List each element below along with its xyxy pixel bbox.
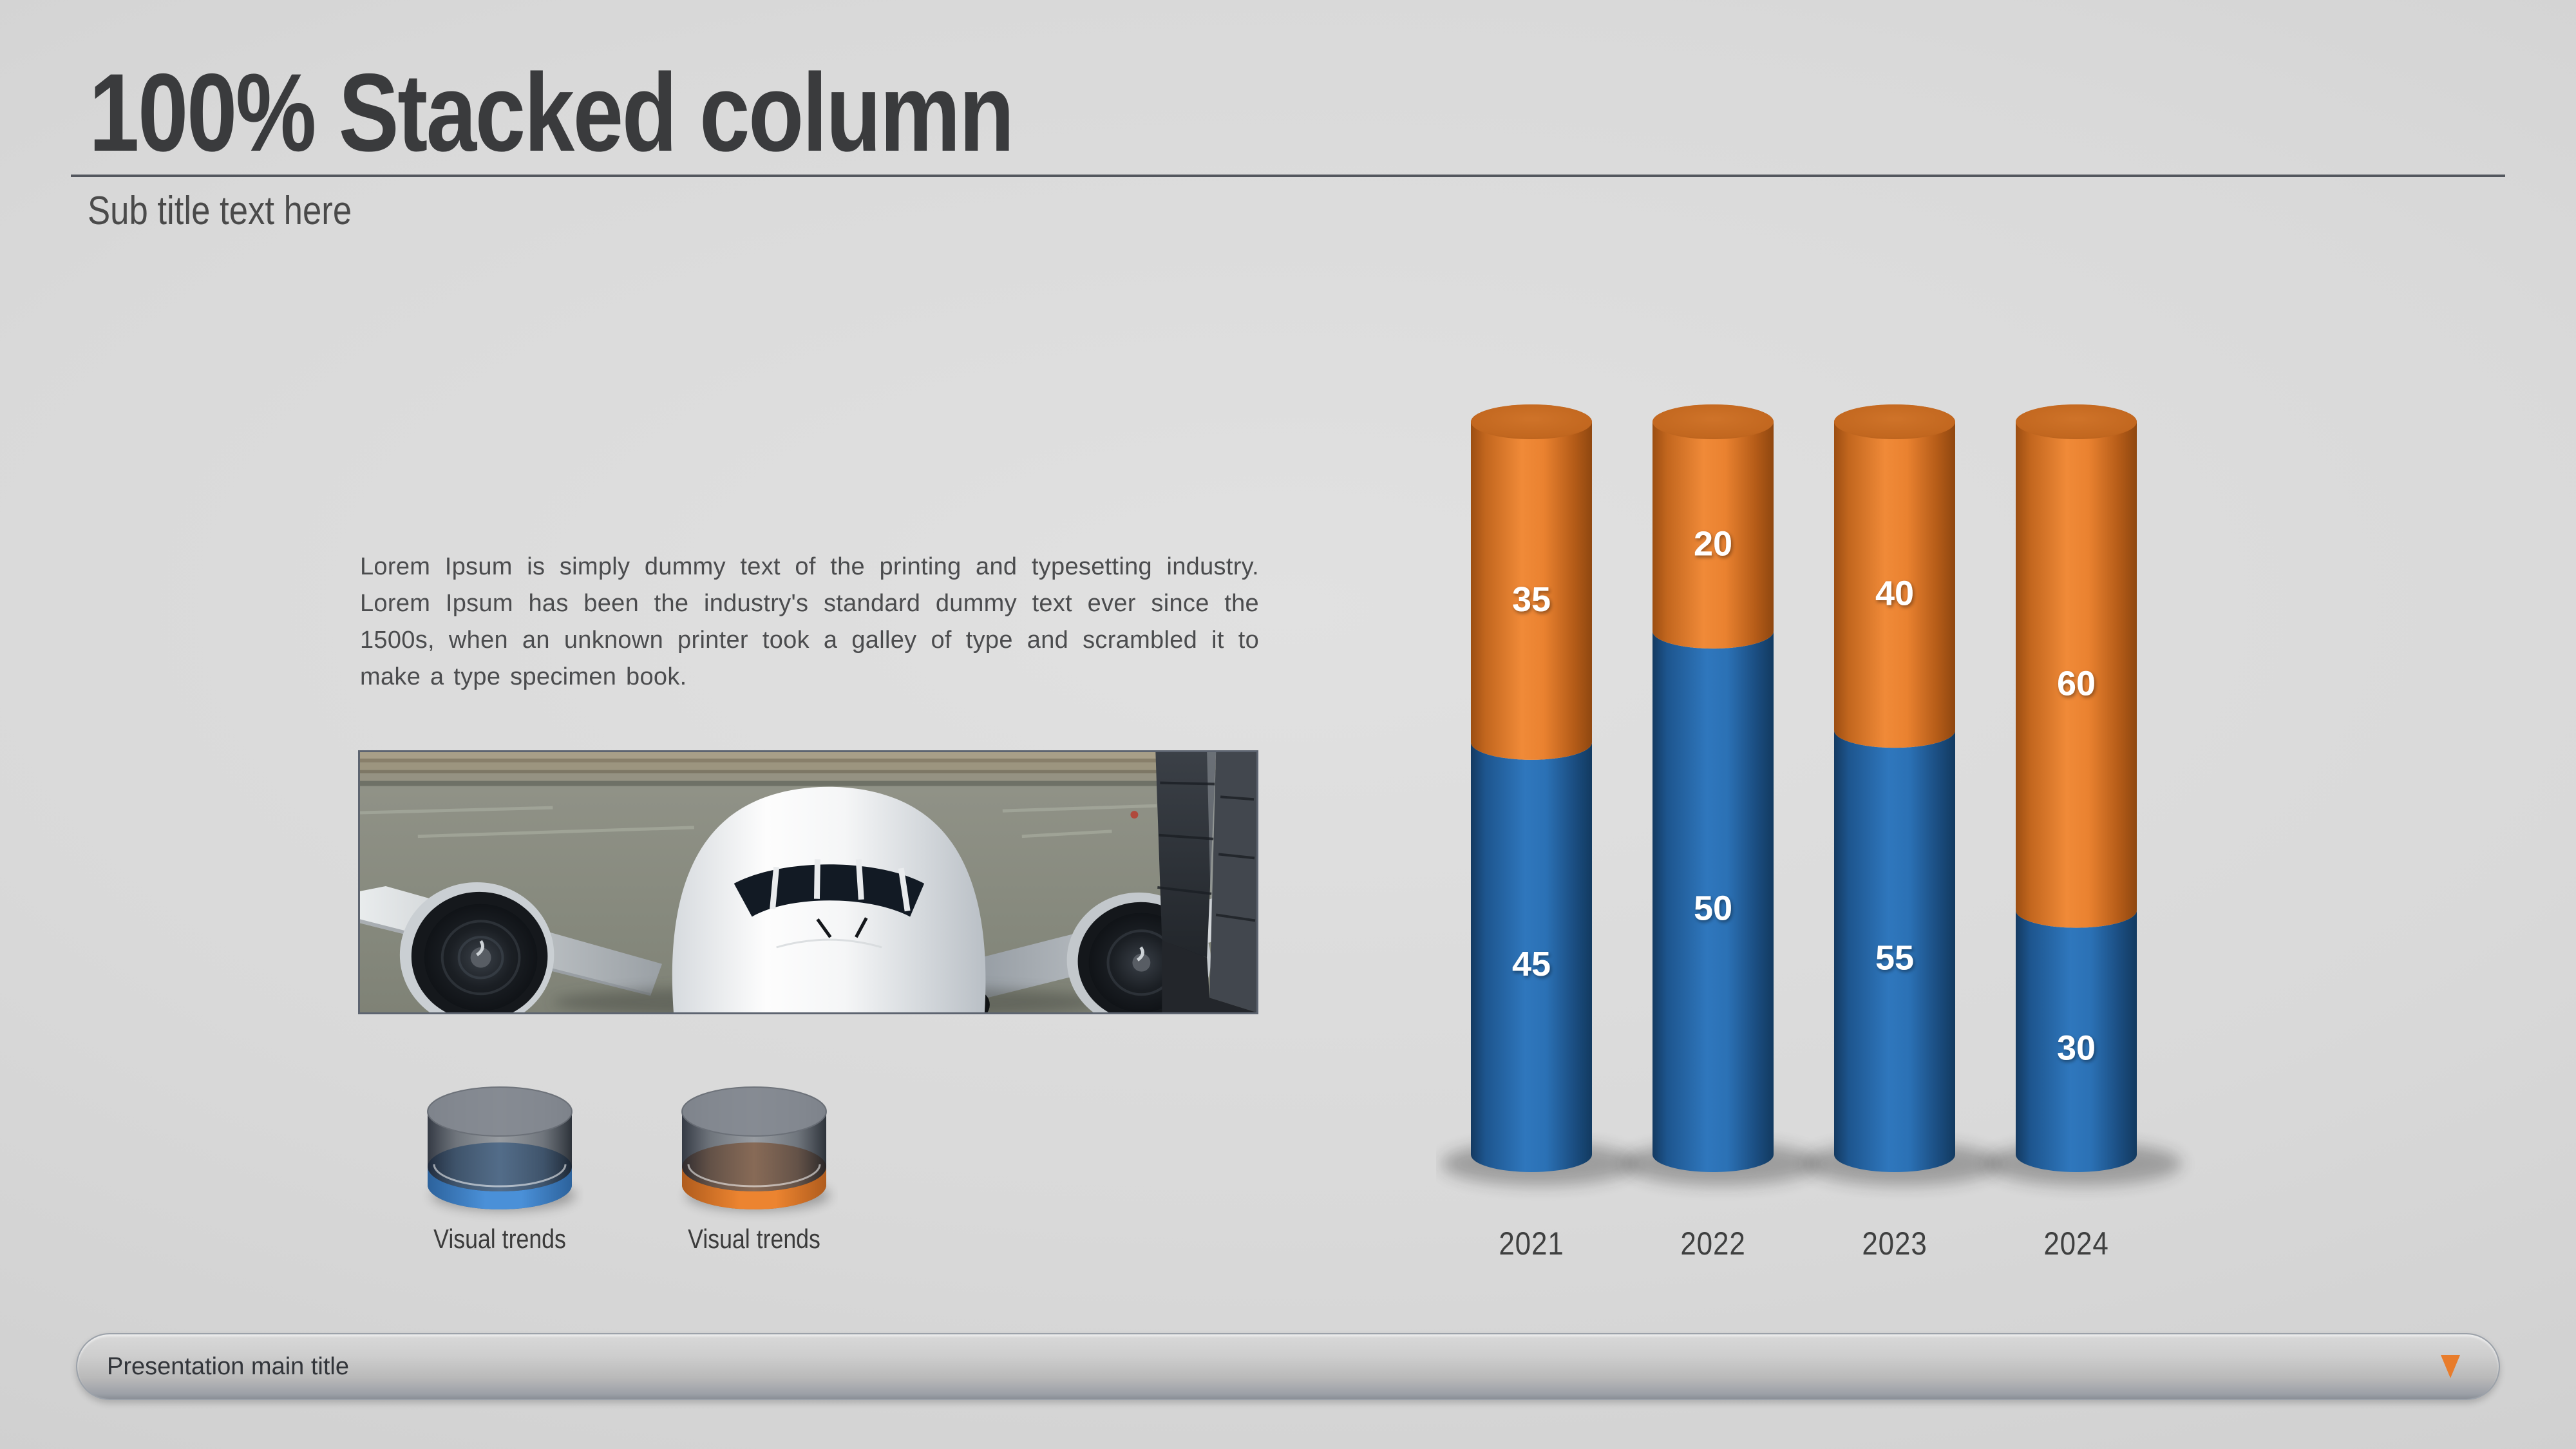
category-label: 2024 <box>2043 1225 2108 1261</box>
value-label-orange: 20 <box>1694 525 1732 564</box>
blue-segment <box>1653 631 1774 1172</box>
disc-base-rim <box>682 1167 826 1209</box>
legend-disc-orange-icon <box>681 1086 830 1211</box>
column-2024: 60 30 2024 <box>1986 404 2182 1262</box>
value-label-blue: 45 <box>1512 945 1551 983</box>
disc-glass-top <box>681 1086 827 1137</box>
airplane-illustration <box>360 752 1256 1012</box>
triangle-down-icon[interactable] <box>2441 1355 2460 1378</box>
cockpit-windows <box>734 864 925 917</box>
page-title: 100% Stacked column <box>89 51 1014 175</box>
legend-label: Visual trends <box>688 1224 820 1254</box>
disc-rim-highlight <box>687 1164 821 1188</box>
footer-bar[interactable]: Presentation main title <box>76 1333 2500 1400</box>
cylinder-top-face <box>2016 404 2137 439</box>
orange-segment <box>1834 404 1955 748</box>
body-text: Lorem Ipsum is simply dummy text of the … <box>360 553 1259 690</box>
cylinder-top-face <box>1653 404 1774 439</box>
blue-segment <box>1834 730 1955 1172</box>
left-engine <box>399 882 554 1012</box>
column-2023: 40 55 2023 <box>1804 404 2000 1262</box>
taxiway-markings <box>360 804 1157 838</box>
disc-glass-top <box>427 1086 573 1137</box>
orange-segment <box>1471 404 1592 760</box>
category-label: 2023 <box>1862 1225 1927 1261</box>
stacked-column-chart: 35 45 2021 20 50 2022 40 55 2023 60 30 2024 <box>1441 404 2182 1262</box>
radome-seam <box>776 938 882 949</box>
category-label: 2021 <box>1499 1225 1564 1261</box>
runway-light <box>1130 811 1139 819</box>
blue-segment <box>2016 910 2137 1172</box>
value-label-blue: 30 <box>2057 1028 2096 1067</box>
legend-item-blue: Visual trends <box>416 1061 583 1255</box>
airport-horizon-band <box>360 752 1256 790</box>
value-label-blue: 55 <box>1875 939 1914 978</box>
value-label-orange: 40 <box>1875 574 1914 613</box>
legend-item-orange: Visual trends <box>670 1061 838 1255</box>
jet-bridge <box>1155 752 1256 1012</box>
orange-segment <box>2016 404 2137 928</box>
disc-base-rim <box>428 1167 572 1209</box>
windshield-wipers <box>816 917 868 938</box>
blue-segment <box>1471 742 1592 1172</box>
airplane-photo <box>358 750 1258 1014</box>
subtitle: Sub title text here <box>88 189 352 233</box>
column-2022: 20 50 2022 <box>1623 404 1819 1262</box>
value-label-blue: 50 <box>1694 889 1732 928</box>
footer-title: Presentation main title <box>107 1352 349 1380</box>
disc-rim-highlight <box>433 1164 567 1188</box>
column-2021: 35 45 2021 <box>1441 404 1637 1262</box>
category-label: 2022 <box>1680 1225 1745 1261</box>
legend-disc-blue-icon <box>427 1086 576 1211</box>
cylinder-top-face <box>1834 404 1955 439</box>
cockpit-window-frames <box>770 859 911 912</box>
title-divider <box>71 175 2505 177</box>
cylinder-top-face <box>1471 404 1592 439</box>
orange-segment <box>1653 404 1774 649</box>
value-label-orange: 60 <box>2057 664 2096 703</box>
legend-label: Visual trends <box>433 1224 566 1254</box>
value-label-orange: 35 <box>1512 580 1551 619</box>
